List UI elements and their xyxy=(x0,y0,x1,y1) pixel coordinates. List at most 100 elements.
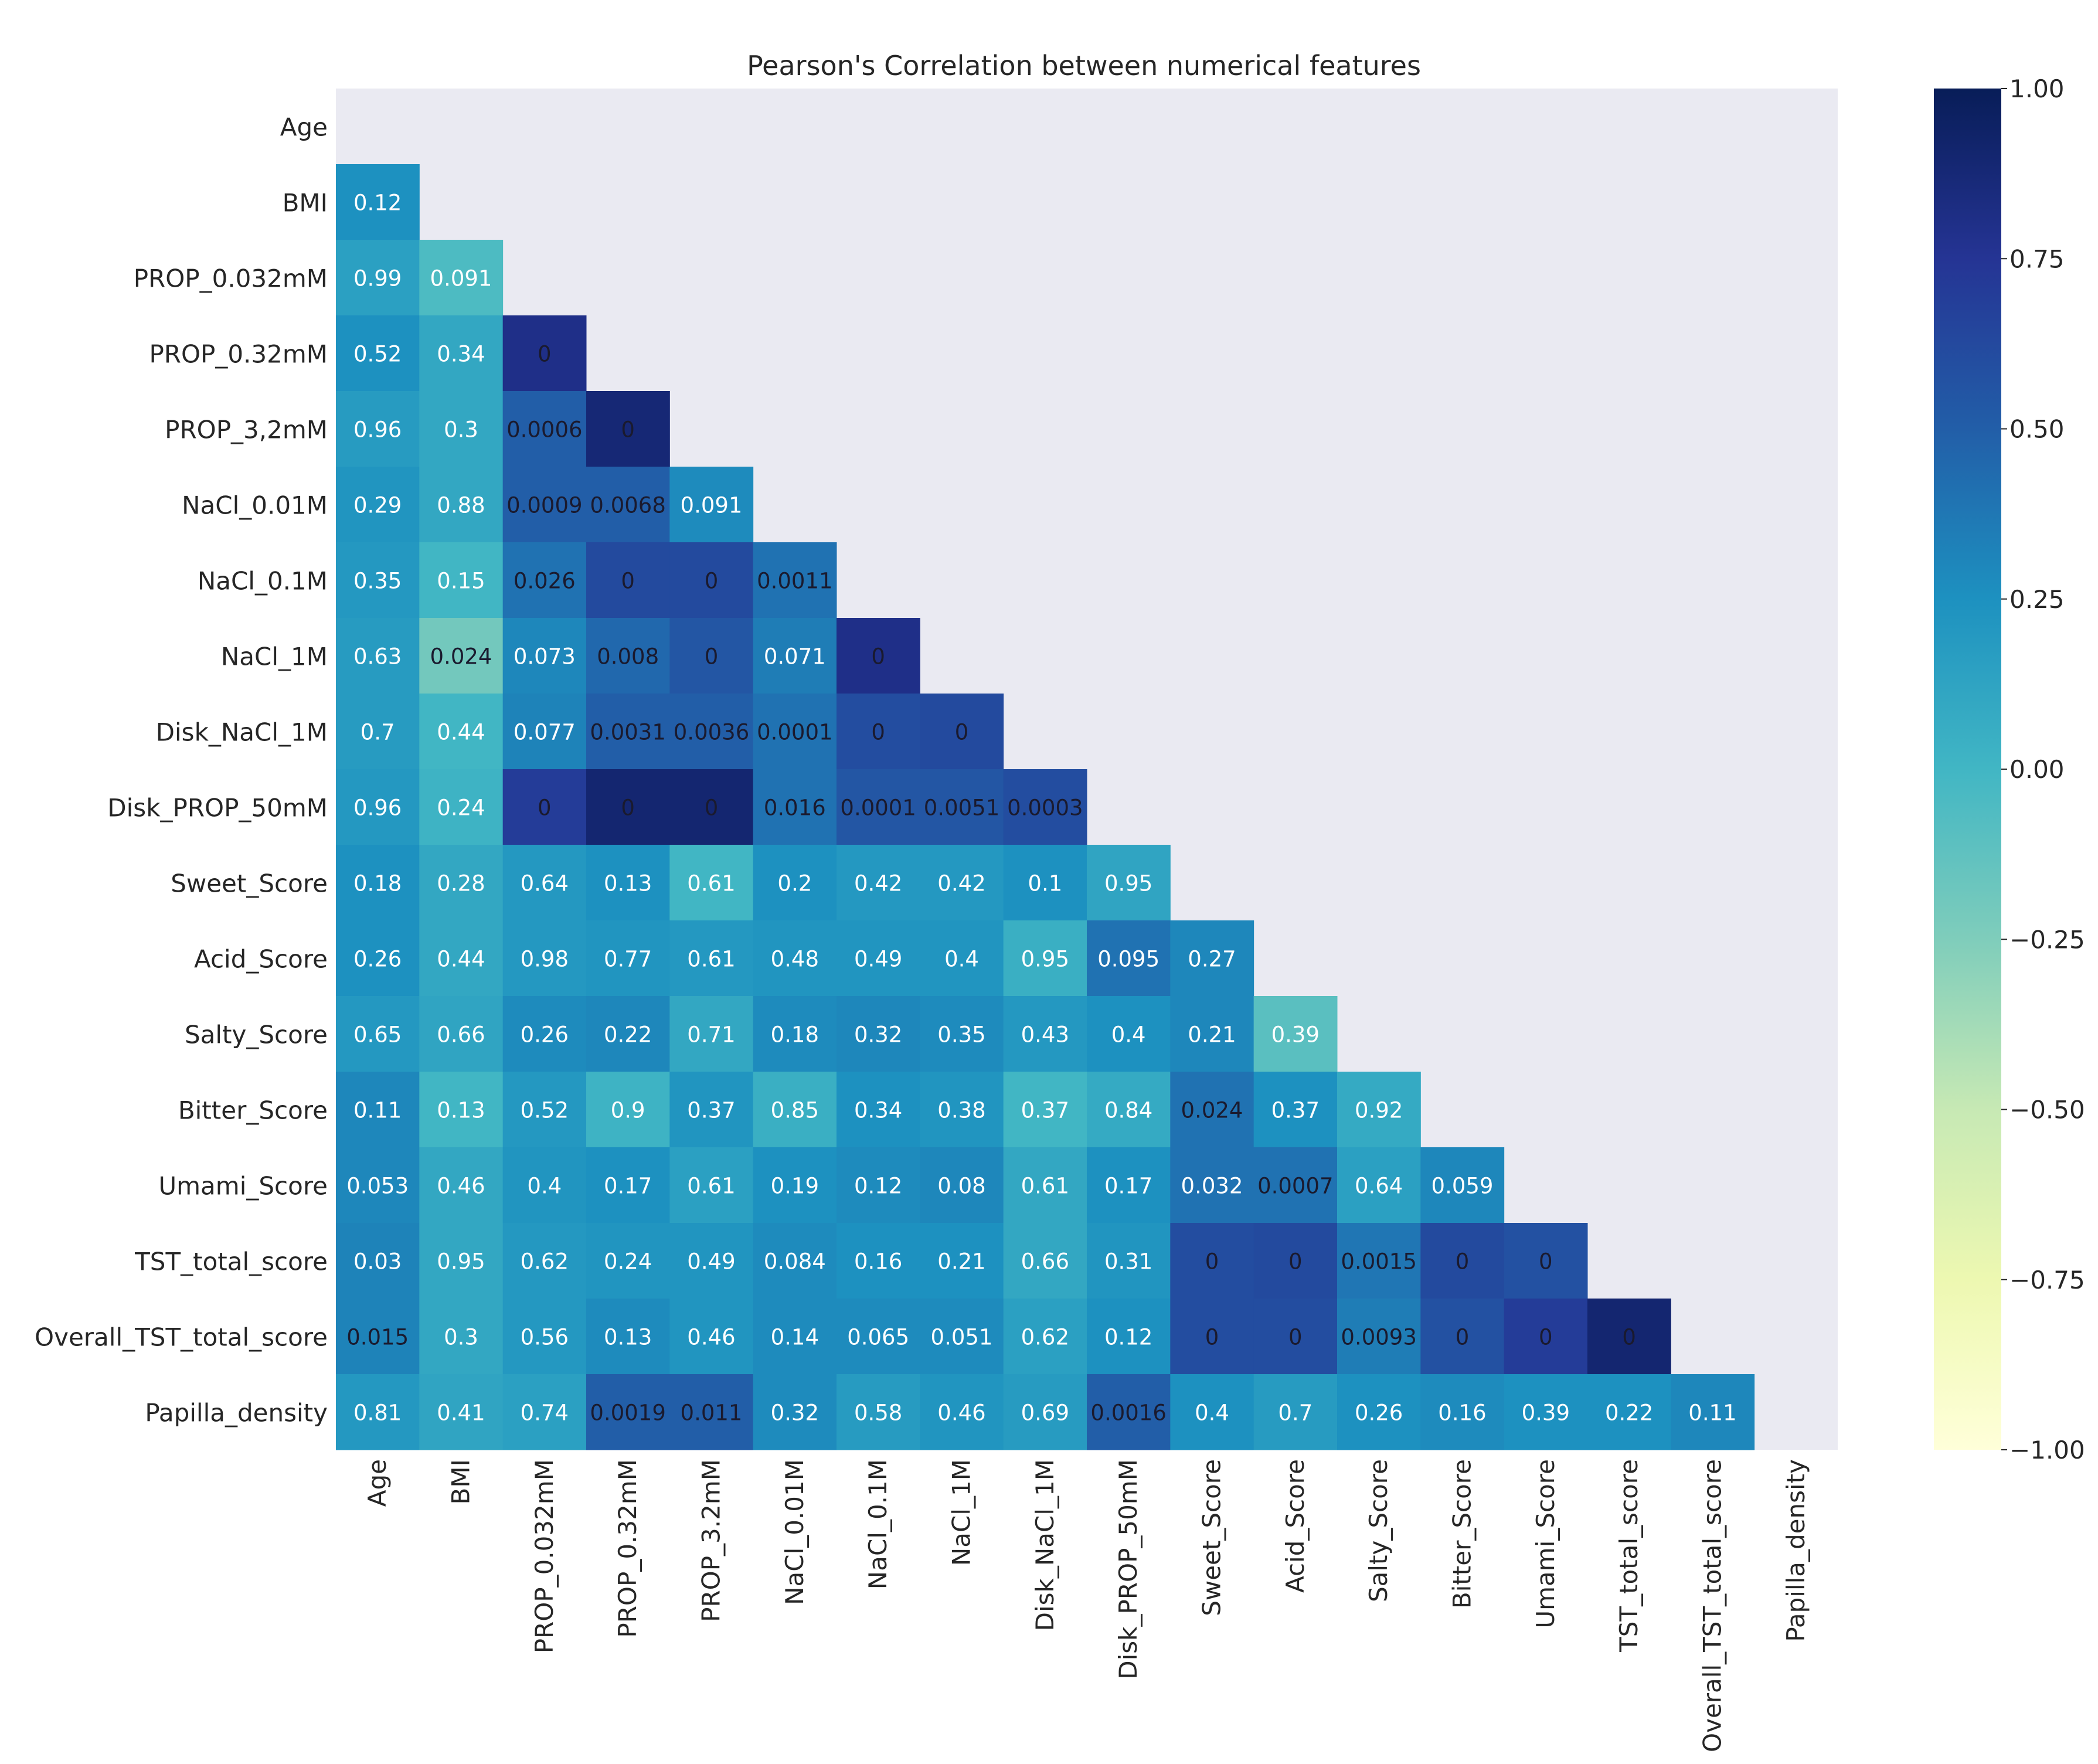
cell-annotation: 0.011 xyxy=(681,1401,743,1426)
heatmap-cell xyxy=(419,542,504,618)
cell-annotation: 0.1 xyxy=(1028,871,1062,896)
colorbar-tick-label: −1.00 xyxy=(2009,1436,2085,1464)
cell-annotation: 0.19 xyxy=(771,1174,819,1199)
heatmap-cell xyxy=(920,694,1004,770)
cell-annotation: 0.61 xyxy=(1021,1174,1069,1199)
heatmap-cell xyxy=(502,1072,587,1148)
cell-annotation: 0.15 xyxy=(437,569,485,594)
heatmap-cell xyxy=(502,315,587,392)
heatmap-cell xyxy=(586,391,670,467)
cell-annotation: 0.21 xyxy=(937,1249,985,1274)
heatmap-cell xyxy=(1587,1374,1671,1450)
cell-annotation: 0.74 xyxy=(521,1401,569,1426)
heatmap-cell xyxy=(1337,1299,1421,1375)
cell-annotation: 0.12 xyxy=(1104,1325,1152,1350)
cell-annotation: 0.4 xyxy=(527,1174,562,1199)
heatmap-cell xyxy=(336,1299,420,1375)
heatmap-cell xyxy=(419,315,504,392)
cell-annotation: 0 xyxy=(871,644,885,669)
cell-annotation: 0.61 xyxy=(687,871,735,896)
heatmap-cell xyxy=(837,1374,920,1450)
cell-annotation: 0.81 xyxy=(353,1401,402,1426)
x-tick-label: BMI xyxy=(447,1459,475,1504)
heatmap-cell xyxy=(586,618,670,694)
colorbar-tick-label: 0.00 xyxy=(2009,755,2065,784)
heatmap-cell xyxy=(753,920,837,997)
heatmap-cell xyxy=(920,1072,1004,1148)
heatmap-cell xyxy=(1587,1299,1671,1375)
x-axis-tick-labels: Age BMI PROP_0.032mM PROP_0.32mM PROP_3.2mM N… xyxy=(363,1459,1810,1752)
heatmap-cell xyxy=(419,240,504,316)
cell-annotation: 0.0009 xyxy=(506,493,582,518)
cell-annotation: 0 xyxy=(1539,1325,1553,1350)
heatmap-cell xyxy=(920,1299,1004,1375)
cell-annotation: 0.69 xyxy=(1021,1401,1069,1426)
heatmap-cell xyxy=(669,1299,754,1375)
cell-annotation: 0.22 xyxy=(1605,1401,1653,1426)
cell-annotation: 0.071 xyxy=(764,644,826,669)
heatmap-cell xyxy=(1087,845,1171,921)
heatmap-cell xyxy=(920,845,1004,921)
heatmap-cell xyxy=(419,618,504,694)
heatmap-cell xyxy=(586,1223,670,1299)
y-axis-tick-labels: Age BMI PROP_0.032mM PROP_0.32mM PROP_3,2mM N… xyxy=(35,113,328,1427)
y-tick-label: TST_total_score xyxy=(134,1248,328,1276)
heatmap-cell xyxy=(586,1299,670,1375)
cell-annotation: 0.37 xyxy=(1021,1098,1069,1123)
cell-annotation: 0.0036 xyxy=(674,720,749,745)
cell-annotation: 0.64 xyxy=(521,871,569,896)
cell-annotation: 0 xyxy=(955,720,969,745)
heatmap-cell xyxy=(920,1223,1004,1299)
heatmap-cell xyxy=(1087,1223,1171,1299)
x-tick-label: Disk_PROP_50mM xyxy=(1114,1459,1142,1680)
cell-annotation: 0.66 xyxy=(437,1022,485,1048)
y-tick-label: Acid_Score xyxy=(194,945,328,974)
cell-annotation: 0 xyxy=(705,569,719,594)
heatmap-cell xyxy=(669,920,754,997)
cell-annotation: 0.18 xyxy=(771,1022,819,1048)
heatmap-cell xyxy=(336,315,420,392)
heatmap-cell xyxy=(502,769,587,845)
cell-annotation: 0.008 xyxy=(597,644,659,669)
cell-annotation: 0.46 xyxy=(937,1401,985,1426)
cell-annotation: 0.95 xyxy=(1104,871,1152,896)
heatmap-cell xyxy=(1087,1299,1171,1375)
cell-annotation: 0.0068 xyxy=(590,493,665,518)
cell-annotation: 0.95 xyxy=(437,1249,485,1274)
heatmap-cell xyxy=(336,164,420,240)
heatmap-cell xyxy=(669,1223,754,1299)
cell-annotation: 0.58 xyxy=(854,1401,902,1426)
heatmap-cell xyxy=(1170,1072,1254,1148)
heatmap-cell xyxy=(586,769,670,845)
heatmap-cell xyxy=(1504,1299,1588,1375)
x-tick-label: PROP_0.032mM xyxy=(530,1459,559,1653)
heatmap-cell xyxy=(920,1147,1004,1223)
heatmap-cell xyxy=(502,694,587,770)
heatmap-cell xyxy=(419,694,504,770)
colorbar-tick-label: 1.00 xyxy=(2009,74,2065,103)
heatmap-cell xyxy=(502,1374,587,1450)
cell-annotation: 0.084 xyxy=(764,1249,826,1274)
cell-annotation: 0.48 xyxy=(771,947,819,972)
cell-annotation: 0.27 xyxy=(1188,947,1236,972)
cell-annotation: 0.13 xyxy=(604,871,652,896)
heatmap-cell xyxy=(1087,996,1171,1072)
cell-annotation: 0.64 xyxy=(1355,1174,1403,1199)
cell-annotation: 0.99 xyxy=(353,266,402,291)
cell-annotation: 0.095 xyxy=(1097,947,1159,972)
heatmap-cell xyxy=(669,845,754,921)
heatmap-cell xyxy=(502,391,587,467)
cell-annotation: 0.13 xyxy=(604,1325,652,1350)
colorbar-ticks: 1.00 0.75 0.50 0.25 0.00 −0.25 −0.50 −0.75 −1.00 xyxy=(2001,74,2085,1464)
heatmap-cell xyxy=(837,694,920,770)
cell-annotation: 0.0093 xyxy=(1341,1325,1416,1350)
cell-annotation: 0.4 xyxy=(944,947,979,972)
heatmap-cell xyxy=(669,769,754,845)
cell-annotation: 0.32 xyxy=(771,1401,819,1426)
heatmap-cell xyxy=(1420,1299,1505,1375)
cell-annotation: 0.032 xyxy=(1181,1174,1243,1199)
heatmap-cell xyxy=(920,769,1004,845)
cell-annotation: 0.053 xyxy=(346,1174,409,1199)
colorbar-tick-label: −0.75 xyxy=(2009,1266,2085,1294)
cell-annotation: 0.39 xyxy=(1522,1401,1570,1426)
